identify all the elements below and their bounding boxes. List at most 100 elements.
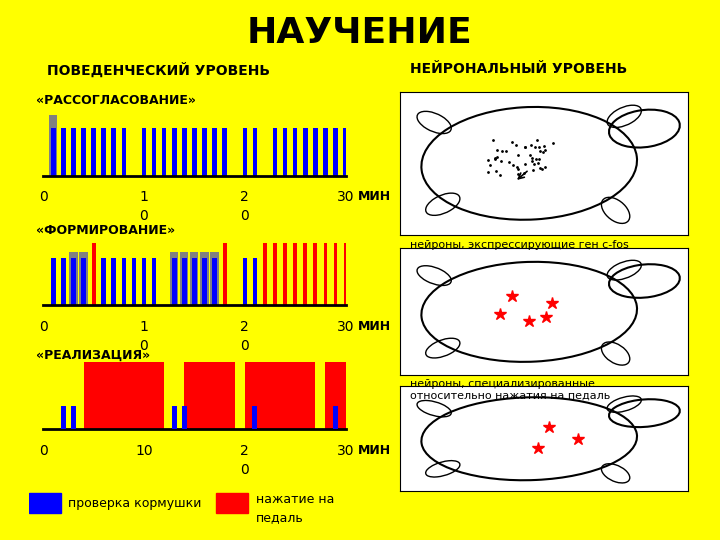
Text: проверка кормушки: проверка кормушки [68,496,202,510]
Bar [102,128,106,176]
Text: 0: 0 [240,339,249,353]
Bar [61,128,66,176]
Bar [222,128,227,176]
Bar [69,252,78,305]
Bar [192,258,197,305]
Bar [273,128,277,176]
Bar [210,252,219,305]
Bar [102,258,106,305]
Text: МИН: МИН [358,320,391,333]
Text: 30: 30 [337,320,354,334]
Bar [293,128,297,176]
Text: «РАССОГЛАСОВАНИЕ»: «РАССОГЛАСОВАНИЕ» [36,94,196,107]
Bar [293,243,297,305]
Text: 2: 2 [240,191,249,204]
Bar [313,243,318,305]
Bar [91,128,96,176]
Text: 0: 0 [39,444,48,458]
Text: «ФОРМИРОВАНИЕ»: «ФОРМИРОВАНИЕ» [36,224,175,237]
Bar [333,406,338,429]
Bar [184,362,235,429]
Bar [162,128,166,176]
Bar [216,494,248,513]
Bar [29,494,61,513]
Bar [112,258,116,305]
Bar [182,258,186,305]
Text: МИН: МИН [358,191,391,204]
Bar [293,258,297,305]
Bar [190,252,199,305]
Bar [51,128,55,176]
Text: 0: 0 [39,320,48,334]
Bar [325,362,346,429]
Text: нейроны, специализированные
относительно нажатия на педаль: нейроны, специализированные относительно… [410,379,611,401]
Bar [171,406,176,429]
Bar [253,128,257,176]
Bar [132,258,136,305]
Bar [172,128,176,176]
Bar [283,128,287,176]
Bar [142,258,146,305]
Bar [313,128,318,176]
Bar [180,252,189,305]
Bar [243,128,247,176]
Bar [71,258,76,305]
Bar [303,128,307,176]
Bar [343,243,348,305]
Bar [202,258,207,305]
Bar [84,362,164,429]
Bar [200,252,209,305]
Text: 2: 2 [240,444,249,458]
Bar [60,406,66,429]
Bar [51,258,55,305]
Text: 30: 30 [337,191,354,204]
Bar [49,115,58,176]
Bar [273,243,277,305]
Text: нейроны, экспрессирующие ген c-fos: нейроны, экспрессирующие ген c-fos [410,240,629,251]
Bar [323,128,328,176]
Text: 0: 0 [240,209,249,223]
Bar [283,258,287,305]
Bar [323,243,328,305]
Text: МИН: МИН [358,444,391,457]
Bar [333,128,338,176]
Bar [122,128,126,176]
Bar [303,243,307,305]
Bar [172,258,176,305]
Text: 2: 2 [240,320,249,334]
Text: 0: 0 [140,209,148,223]
Bar [202,128,207,176]
Text: педаль: педаль [256,511,303,524]
Bar [263,243,267,305]
Bar [283,243,287,305]
Bar [170,252,179,305]
Bar [212,128,217,176]
Text: 0: 0 [39,191,48,204]
Text: НАУЧЕНИЕ: НАУЧЕНИЕ [247,16,473,50]
Text: 30: 30 [337,444,354,458]
Bar [253,258,257,305]
Bar [222,243,227,305]
Bar [181,406,186,429]
Bar [152,128,156,176]
Bar [142,128,146,176]
Bar [81,258,86,305]
Text: 10: 10 [135,444,153,458]
Bar [79,252,88,305]
Bar [112,128,116,176]
Bar [71,128,76,176]
Bar [333,243,338,305]
Bar [61,258,66,305]
Bar [273,258,277,305]
Bar [81,128,86,176]
Bar [343,128,348,176]
Bar [71,406,76,429]
Text: 1: 1 [140,191,148,204]
Text: ПОВЕДЕНЧЕСКИЙ УРОВЕНЬ: ПОВЕДЕНЧЕСКИЙ УРОВЕНЬ [47,62,270,77]
Text: 0: 0 [140,339,148,353]
Bar [263,258,267,305]
Text: нажатие на: нажатие на [256,493,334,506]
Bar [122,258,126,305]
Bar [152,258,156,305]
Bar [192,128,197,176]
